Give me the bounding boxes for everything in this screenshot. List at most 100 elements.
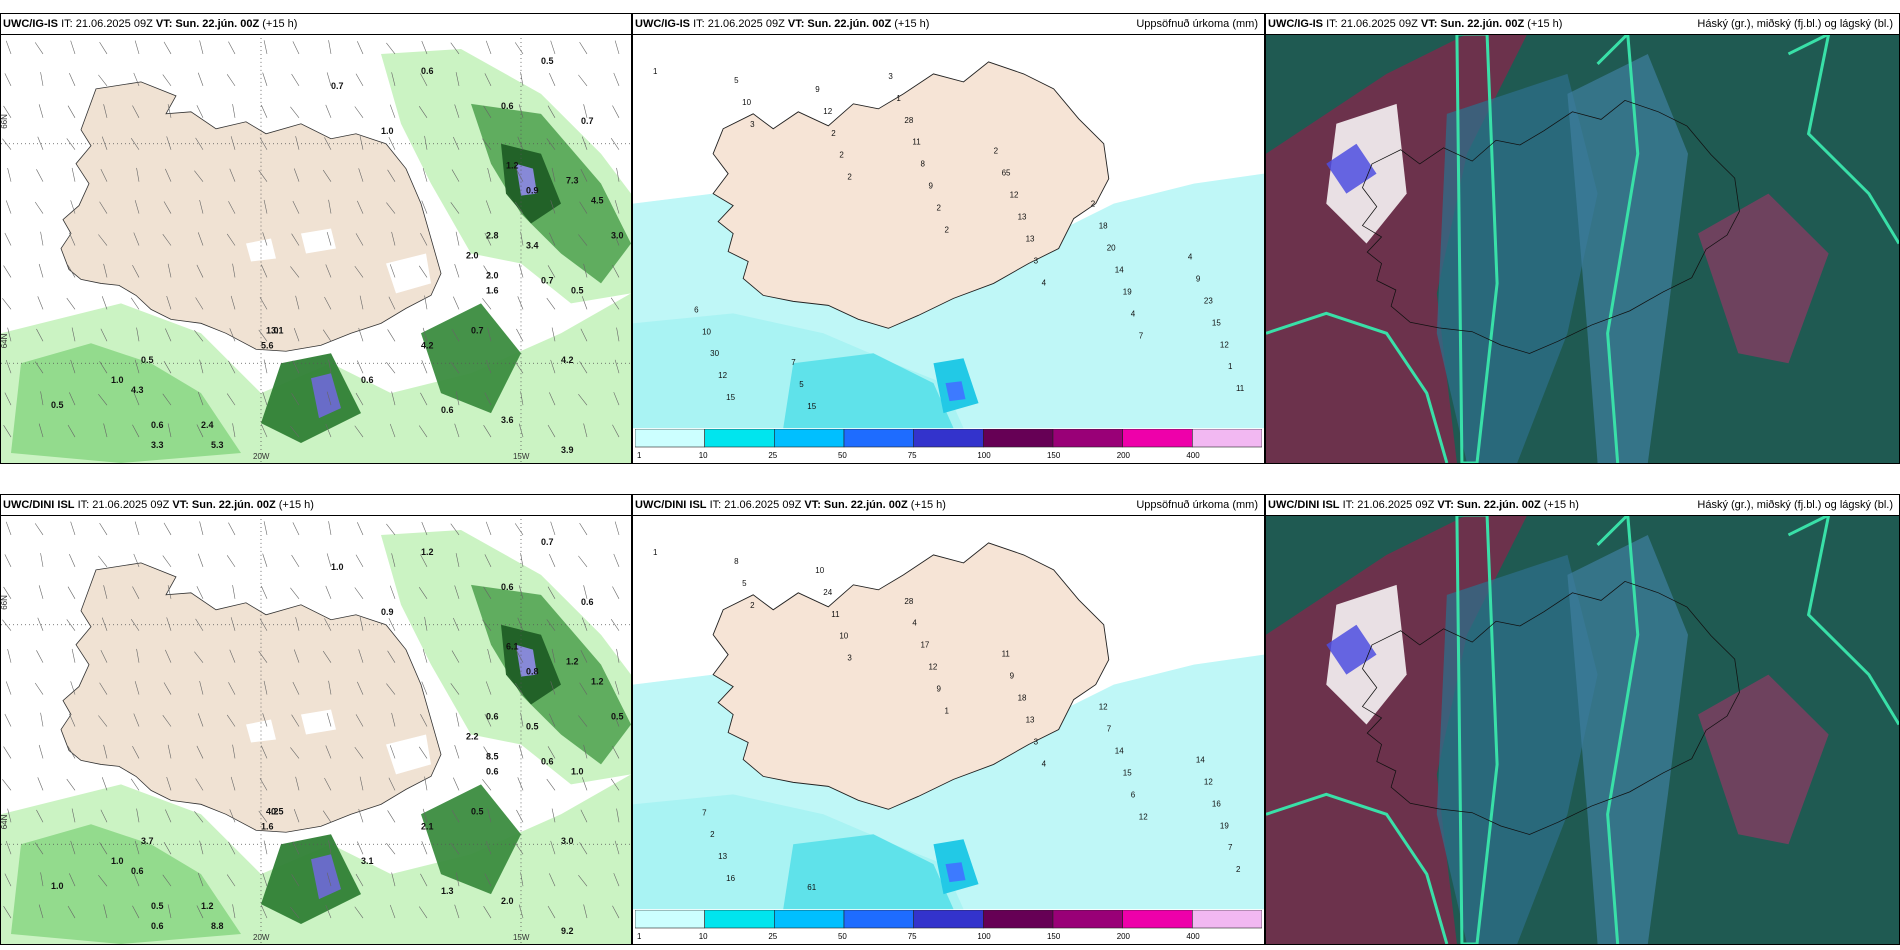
wind-barb bbox=[262, 553, 268, 567]
wind-barb bbox=[295, 776, 300, 791]
wind-barb bbox=[259, 297, 268, 310]
lead-time: (+15 h) bbox=[1527, 18, 1563, 30]
wind-barb bbox=[291, 393, 300, 406]
cloud-contour bbox=[1596, 34, 1640, 463]
rain-area bbox=[421, 303, 521, 414]
wind-barb bbox=[132, 424, 140, 438]
wind-barb bbox=[453, 777, 460, 791]
wind-barb bbox=[450, 523, 460, 536]
map-title: Uppsöfnuð úrkoma (mm) bbox=[1136, 18, 1258, 30]
wind-barb bbox=[133, 553, 140, 567]
wind-barb bbox=[263, 680, 268, 695]
panel-header: UWC/IG-IS IT: 21.06.2025 09Z VT: Sun. 22… bbox=[1266, 14, 1899, 35]
accum-value-label: 2 bbox=[1236, 865, 1241, 874]
precip-value-label: 0.5 bbox=[471, 806, 483, 816]
wind-barb bbox=[196, 586, 204, 599]
wind-barb bbox=[616, 327, 620, 342]
wind-barb bbox=[518, 744, 524, 759]
wind-barb bbox=[162, 393, 172, 406]
issue-time: IT: 21.06.2025 09Z bbox=[1326, 18, 1418, 30]
rain-area bbox=[11, 343, 241, 463]
wind-barb bbox=[483, 425, 492, 438]
wind-barb bbox=[261, 424, 268, 438]
wind-barb bbox=[422, 168, 428, 182]
panel-igis-precip: UWC/IG-IS IT: 21.06.2025 09Z VT: Sun. 22… bbox=[0, 13, 632, 464]
wind-barb bbox=[418, 587, 428, 599]
colorbar-swatch bbox=[913, 910, 984, 929]
precip-value-label: 0.6 bbox=[421, 66, 433, 76]
wind-barb bbox=[418, 265, 428, 278]
wind-barb bbox=[326, 872, 332, 887]
wind-barb bbox=[232, 103, 236, 118]
wind-barb bbox=[612, 745, 620, 759]
wind-barb bbox=[549, 713, 556, 727]
lead-time: (+15 h) bbox=[278, 499, 314, 511]
wind-barb bbox=[40, 391, 44, 406]
precip-value-label: 1.0 bbox=[571, 766, 583, 776]
wind-barb bbox=[326, 712, 332, 727]
wind-barb bbox=[230, 776, 236, 791]
wind-barb bbox=[328, 40, 332, 55]
wind-barb bbox=[550, 200, 556, 214]
precip-value-label: 3.7 bbox=[141, 836, 153, 846]
accum-value-label: 12 bbox=[1139, 812, 1148, 821]
wind-barb bbox=[583, 904, 588, 919]
precip-map-canvas: 66N 64N 20W 15W 1.0 1.2 0.7 0.9 0.6 0.6 6.1 0.8 1.2 1… bbox=[1, 515, 631, 944]
wind-barb bbox=[354, 265, 364, 278]
panel-igis-cloud: UWC/IG-IS IT: 21.06.2025 09Z VT: Sun. 22… bbox=[1265, 13, 1900, 464]
wind-barb bbox=[293, 809, 300, 823]
wind-barb bbox=[195, 297, 204, 310]
wind-barb bbox=[165, 328, 172, 342]
wind-barb bbox=[226, 555, 236, 568]
wind-barb bbox=[484, 713, 492, 727]
wind-barb bbox=[516, 650, 524, 663]
valid-time: Sun. 22.jún. 00Z bbox=[191, 499, 276, 511]
wind-barb bbox=[70, 200, 76, 214]
precip-value-label: 4.5 bbox=[591, 196, 603, 206]
wind-barb bbox=[71, 167, 76, 182]
wind-barb bbox=[167, 423, 172, 438]
wind-barb bbox=[579, 361, 588, 374]
accum-value-label: 14 bbox=[1115, 265, 1124, 274]
accum-value-label: 9 bbox=[936, 685, 941, 694]
wind-barb bbox=[194, 330, 204, 342]
wind-barb bbox=[37, 296, 44, 310]
precip-value-label: 5.3 bbox=[211, 440, 223, 450]
wind-barb bbox=[36, 809, 44, 823]
wind-barb bbox=[487, 168, 492, 182]
wind-barb bbox=[196, 905, 204, 919]
wind-barb bbox=[614, 40, 620, 55]
precip-value-label: 1.2 bbox=[201, 901, 213, 911]
mid-cloud bbox=[1436, 554, 1598, 944]
wind-barb bbox=[421, 681, 428, 695]
wind-barb bbox=[546, 619, 556, 631]
accum-value-label: 13 bbox=[1026, 716, 1035, 725]
colorbar-tick-label: 400 bbox=[1186, 932, 1200, 941]
colorbar-canvas: 1 10 25 50 75 100 150 200 400 bbox=[635, 429, 1262, 460]
wind-barb bbox=[579, 41, 588, 55]
wind-barb bbox=[229, 649, 236, 663]
wind-barb bbox=[38, 744, 44, 759]
wind-barb bbox=[549, 72, 556, 87]
wind-barb bbox=[546, 778, 556, 791]
wind-barb bbox=[2, 619, 12, 631]
wind-barb bbox=[388, 618, 396, 631]
latitude-label: 64N bbox=[1, 814, 9, 829]
wind-barb bbox=[422, 327, 428, 342]
coastline bbox=[1361, 100, 1740, 354]
wind-barb bbox=[162, 715, 172, 727]
accum-value-label: 61 bbox=[807, 883, 816, 892]
colorbar-tick-label: 100 bbox=[977, 932, 991, 941]
wind-barb bbox=[132, 105, 140, 118]
colorbar: 1 10 25 50 75 100 150 200 400 bbox=[635, 910, 1262, 942]
valid-time: Sun. 22.jún. 00Z bbox=[823, 499, 908, 511]
wind-barb bbox=[550, 521, 556, 536]
wind-barb bbox=[226, 874, 236, 887]
wind-barb bbox=[418, 906, 428, 919]
precip-value-label: 1.3 bbox=[441, 886, 453, 896]
wind-barb bbox=[357, 360, 364, 374]
wind-barb bbox=[4, 554, 12, 568]
wind-barb bbox=[359, 776, 364, 791]
model-name: UWC/IG-IS bbox=[3, 18, 58, 30]
precip-value-label: 3.1 bbox=[361, 856, 373, 866]
